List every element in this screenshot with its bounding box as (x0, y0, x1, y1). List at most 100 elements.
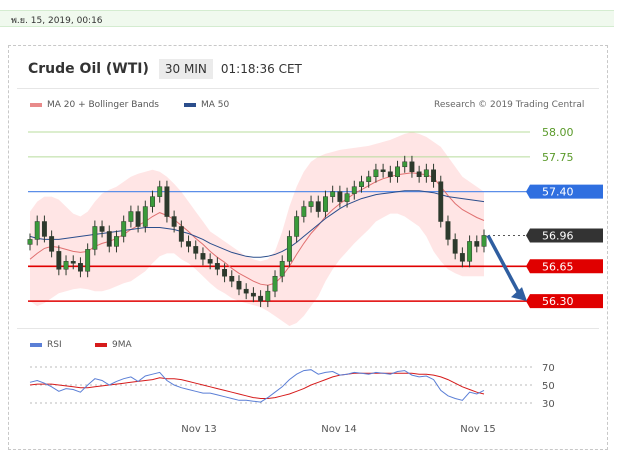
candle-up (366, 176, 372, 182)
rsi-label: RSI (47, 340, 62, 350)
candle-down (445, 221, 451, 240)
candle-up (373, 169, 379, 177)
ma20-label: MA 20 + Bollinger Bands (47, 100, 159, 110)
candle-up (85, 249, 91, 272)
ma9-label: 9MA (112, 340, 132, 350)
level-tag-56.96 (526, 228, 603, 243)
candle-down (409, 161, 415, 173)
candle-down (135, 211, 141, 227)
candle-down (171, 216, 177, 227)
candle-up (63, 261, 69, 270)
candle-down (164, 186, 170, 217)
level-label-57.75: 57.75 (542, 151, 574, 164)
candle-down (474, 241, 480, 247)
candle-up (467, 241, 473, 262)
ma20-swatch (30, 103, 42, 107)
candle-down (337, 191, 343, 202)
candle-up (351, 186, 357, 194)
candle-up (150, 196, 155, 207)
rsi-line (29, 369, 485, 403)
pane-divider (17, 328, 599, 329)
rsi-ma9-line (29, 372, 485, 399)
candle-down (236, 280, 242, 290)
chart-frame (8, 45, 608, 450)
candle-up (294, 216, 300, 237)
candle-down (178, 226, 184, 242)
ma50-swatch (184, 103, 196, 107)
candle-up (34, 221, 40, 240)
header-divider (17, 88, 599, 89)
legend-ma50: MA 50 (184, 100, 229, 110)
candle-down (387, 171, 393, 177)
candle-down (77, 263, 83, 272)
candle-up (272, 275, 278, 292)
candle-up (402, 161, 408, 168)
candle-down (459, 253, 465, 262)
candle-down (431, 169, 437, 182)
instrument-title: Crude Oil (WTI) (28, 61, 149, 77)
candle-down (380, 169, 386, 173)
candle-up (157, 186, 163, 197)
candle-down (438, 181, 444, 222)
candle-up (323, 196, 328, 212)
candle-up (265, 290, 271, 302)
level-label-58.00: 58.00 (542, 126, 574, 139)
candle-up (142, 206, 148, 227)
datestamp: พ.ย. 15, 2019, 00:16 (11, 16, 103, 26)
forecast-arrow-shaft (486, 234, 522, 296)
candle-up (92, 226, 98, 250)
candle-up (395, 166, 400, 177)
candle-down (70, 261, 76, 264)
candle-down (56, 251, 62, 270)
candle-down (416, 171, 422, 177)
candle-down (200, 253, 206, 260)
level-label-57.40: 57.40 (542, 186, 574, 199)
rsi-tick-30: 30 (542, 399, 555, 410)
candle-up (128, 211, 134, 222)
date-bar: พ.ย. 15, 2019, 00:16 (0, 10, 614, 27)
candle-down (193, 246, 199, 254)
rsi-tick-70: 70 (542, 363, 555, 374)
candle-down (452, 239, 458, 254)
candle-down (41, 221, 47, 237)
rsi-swatch (30, 343, 42, 347)
candle-up (279, 261, 285, 277)
candle-up (301, 206, 307, 217)
ma50-label: MA 50 (201, 100, 230, 110)
chart-header: Crude Oil (WTI) 30 MIN 01:18:36 CET (28, 58, 302, 80)
legend-ma9: 9MA (95, 340, 132, 350)
legend-rsi: RSI (30, 340, 62, 350)
candle-down (99, 226, 105, 232)
candle-down (214, 263, 220, 270)
candle-down (222, 269, 228, 277)
ma20-line (29, 172, 485, 286)
candle-down (258, 295, 264, 302)
level-label-56.30: 56.30 (542, 295, 574, 308)
forecast-arrow-head (511, 287, 527, 302)
candle-down (186, 241, 191, 247)
candle-down (315, 201, 321, 212)
level-tag-56.30 (526, 294, 603, 309)
candle-down (106, 231, 112, 247)
candle-down (49, 236, 55, 252)
level-label-56.96: 56.96 (542, 229, 574, 242)
x-tick-label: Nov 13 (181, 424, 216, 435)
candle-up (481, 235, 487, 247)
ma50-line (29, 190, 485, 258)
candle-up (359, 181, 364, 187)
candle-up (344, 193, 350, 202)
candle-down (250, 292, 256, 297)
candle-up (114, 236, 119, 247)
rsi-tick-50: 50 (542, 381, 555, 392)
level-label-56.65: 56.65 (542, 260, 574, 273)
research-credit: Research © 2019 Trading Central (434, 100, 585, 110)
candle-down (207, 259, 213, 264)
timeframe-badge[interactable]: 30 MIN (158, 59, 213, 79)
candle-down (229, 275, 235, 282)
candle-up (308, 201, 314, 207)
candle-down (243, 288, 249, 294)
candle-up (286, 236, 292, 262)
bollinger-band-area (30, 132, 484, 326)
candle-up (27, 239, 33, 245)
